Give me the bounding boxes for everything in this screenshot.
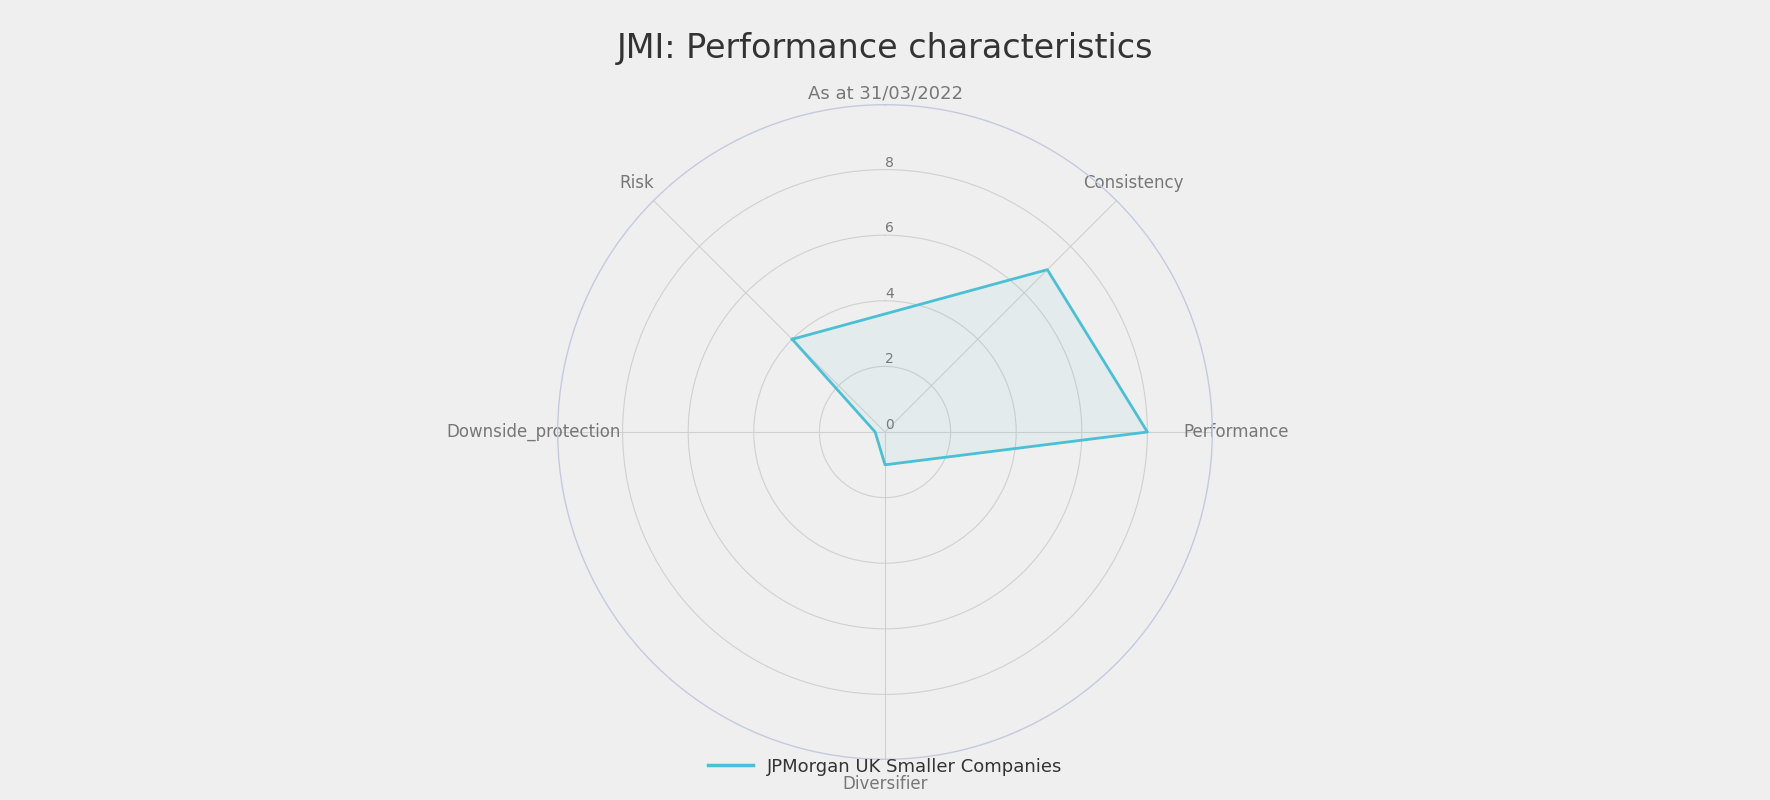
Legend: JPMorgan UK Smaller Companies: JPMorgan UK Smaller Companies: [701, 750, 1069, 783]
Text: As at 31/03/2022: As at 31/03/2022: [807, 84, 963, 102]
Text: JMI: Performance characteristics: JMI: Performance characteristics: [616, 32, 1154, 65]
Polygon shape: [793, 270, 1147, 465]
